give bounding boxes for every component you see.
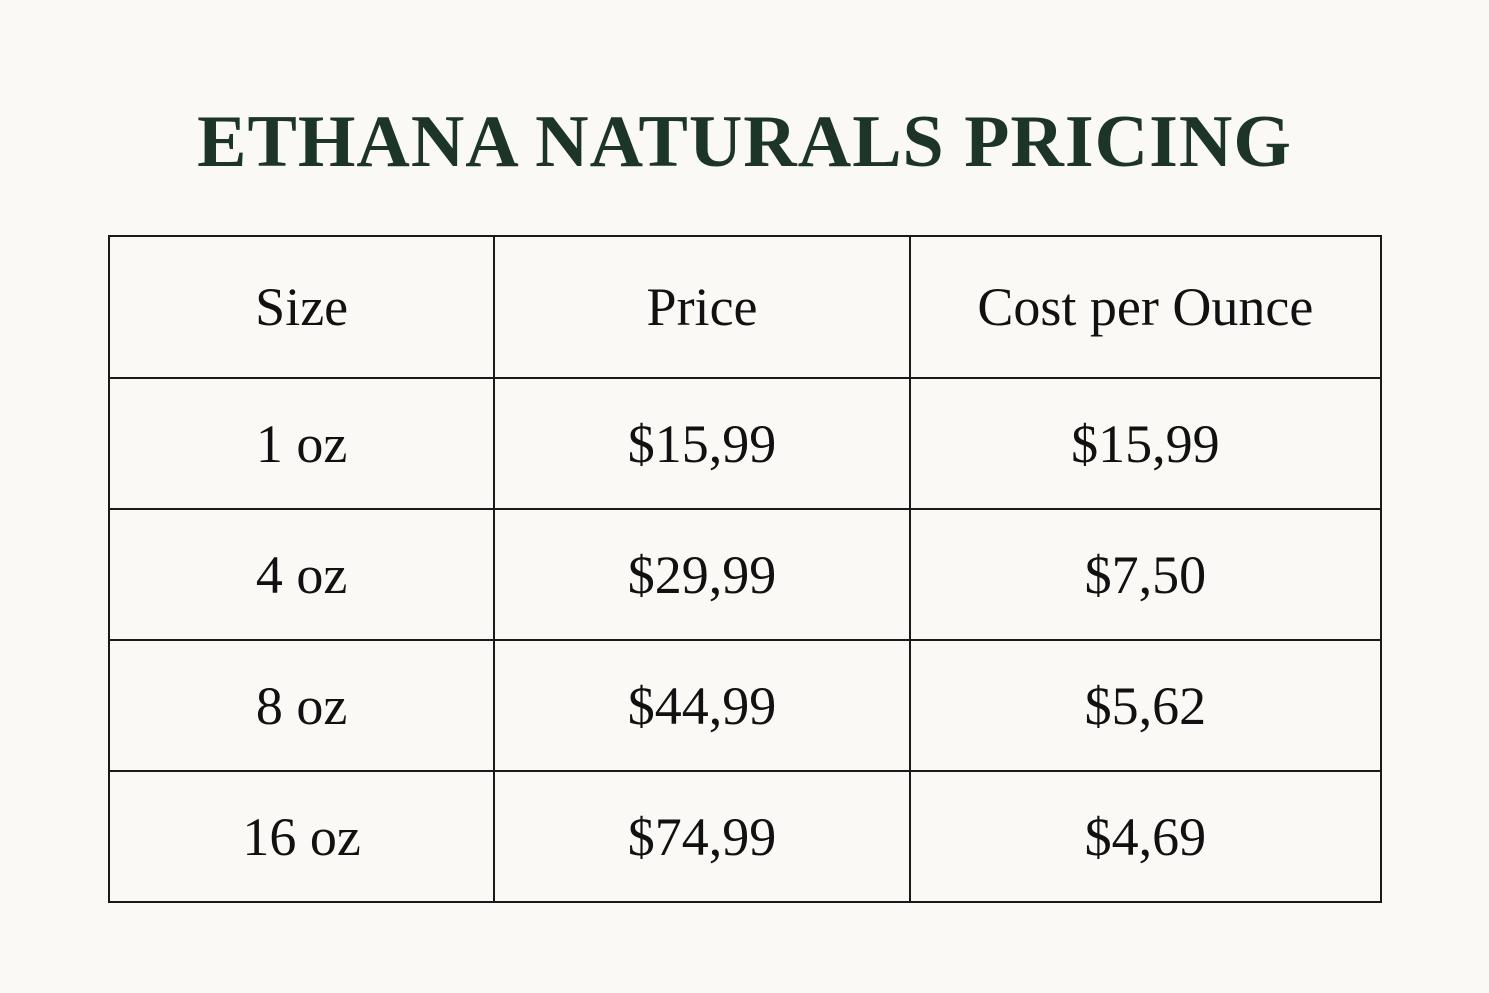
table-body: 1 oz $15,99 $15,99 4 oz $29,99 $7,50 8 oz $44,9… [107,377,1383,903]
table-cell: $44,99 [493,639,911,772]
table-cell: 16 oz [107,770,496,903]
table-row: 1 oz $15,99 $15,99 [107,377,1383,510]
pricing-table: Size Price Cost per Ounce 1 oz $15,99 $15,99… [107,235,1383,903]
table-cell: $15,99 [908,377,1383,510]
table-cell: 8 oz [107,639,496,772]
column-header: Size [107,235,496,379]
column-header: Price [493,235,911,379]
title: ETHANA NATURALS PRICING [197,101,1292,183]
table-cell: $74,99 [493,770,911,903]
table-row: 4 oz $29,99 $7,50 [107,508,1383,641]
table-cell: 1 oz [107,377,496,510]
table-row: 16 oz $74,99 $4,69 [107,770,1383,903]
table-cell: $7,50 [908,508,1383,641]
header-row: Size Price Cost per Ounce [107,235,1383,379]
table-cell: $15,99 [493,377,911,510]
column-header: Cost per Ounce [908,235,1383,379]
table-cell: $29,99 [493,508,911,641]
table-cell: 4 oz [107,508,496,641]
table-cell: $4,69 [908,770,1383,903]
table-cell: $5,62 [908,639,1383,772]
table-row: 8 oz $44,99 $5,62 [107,639,1383,772]
